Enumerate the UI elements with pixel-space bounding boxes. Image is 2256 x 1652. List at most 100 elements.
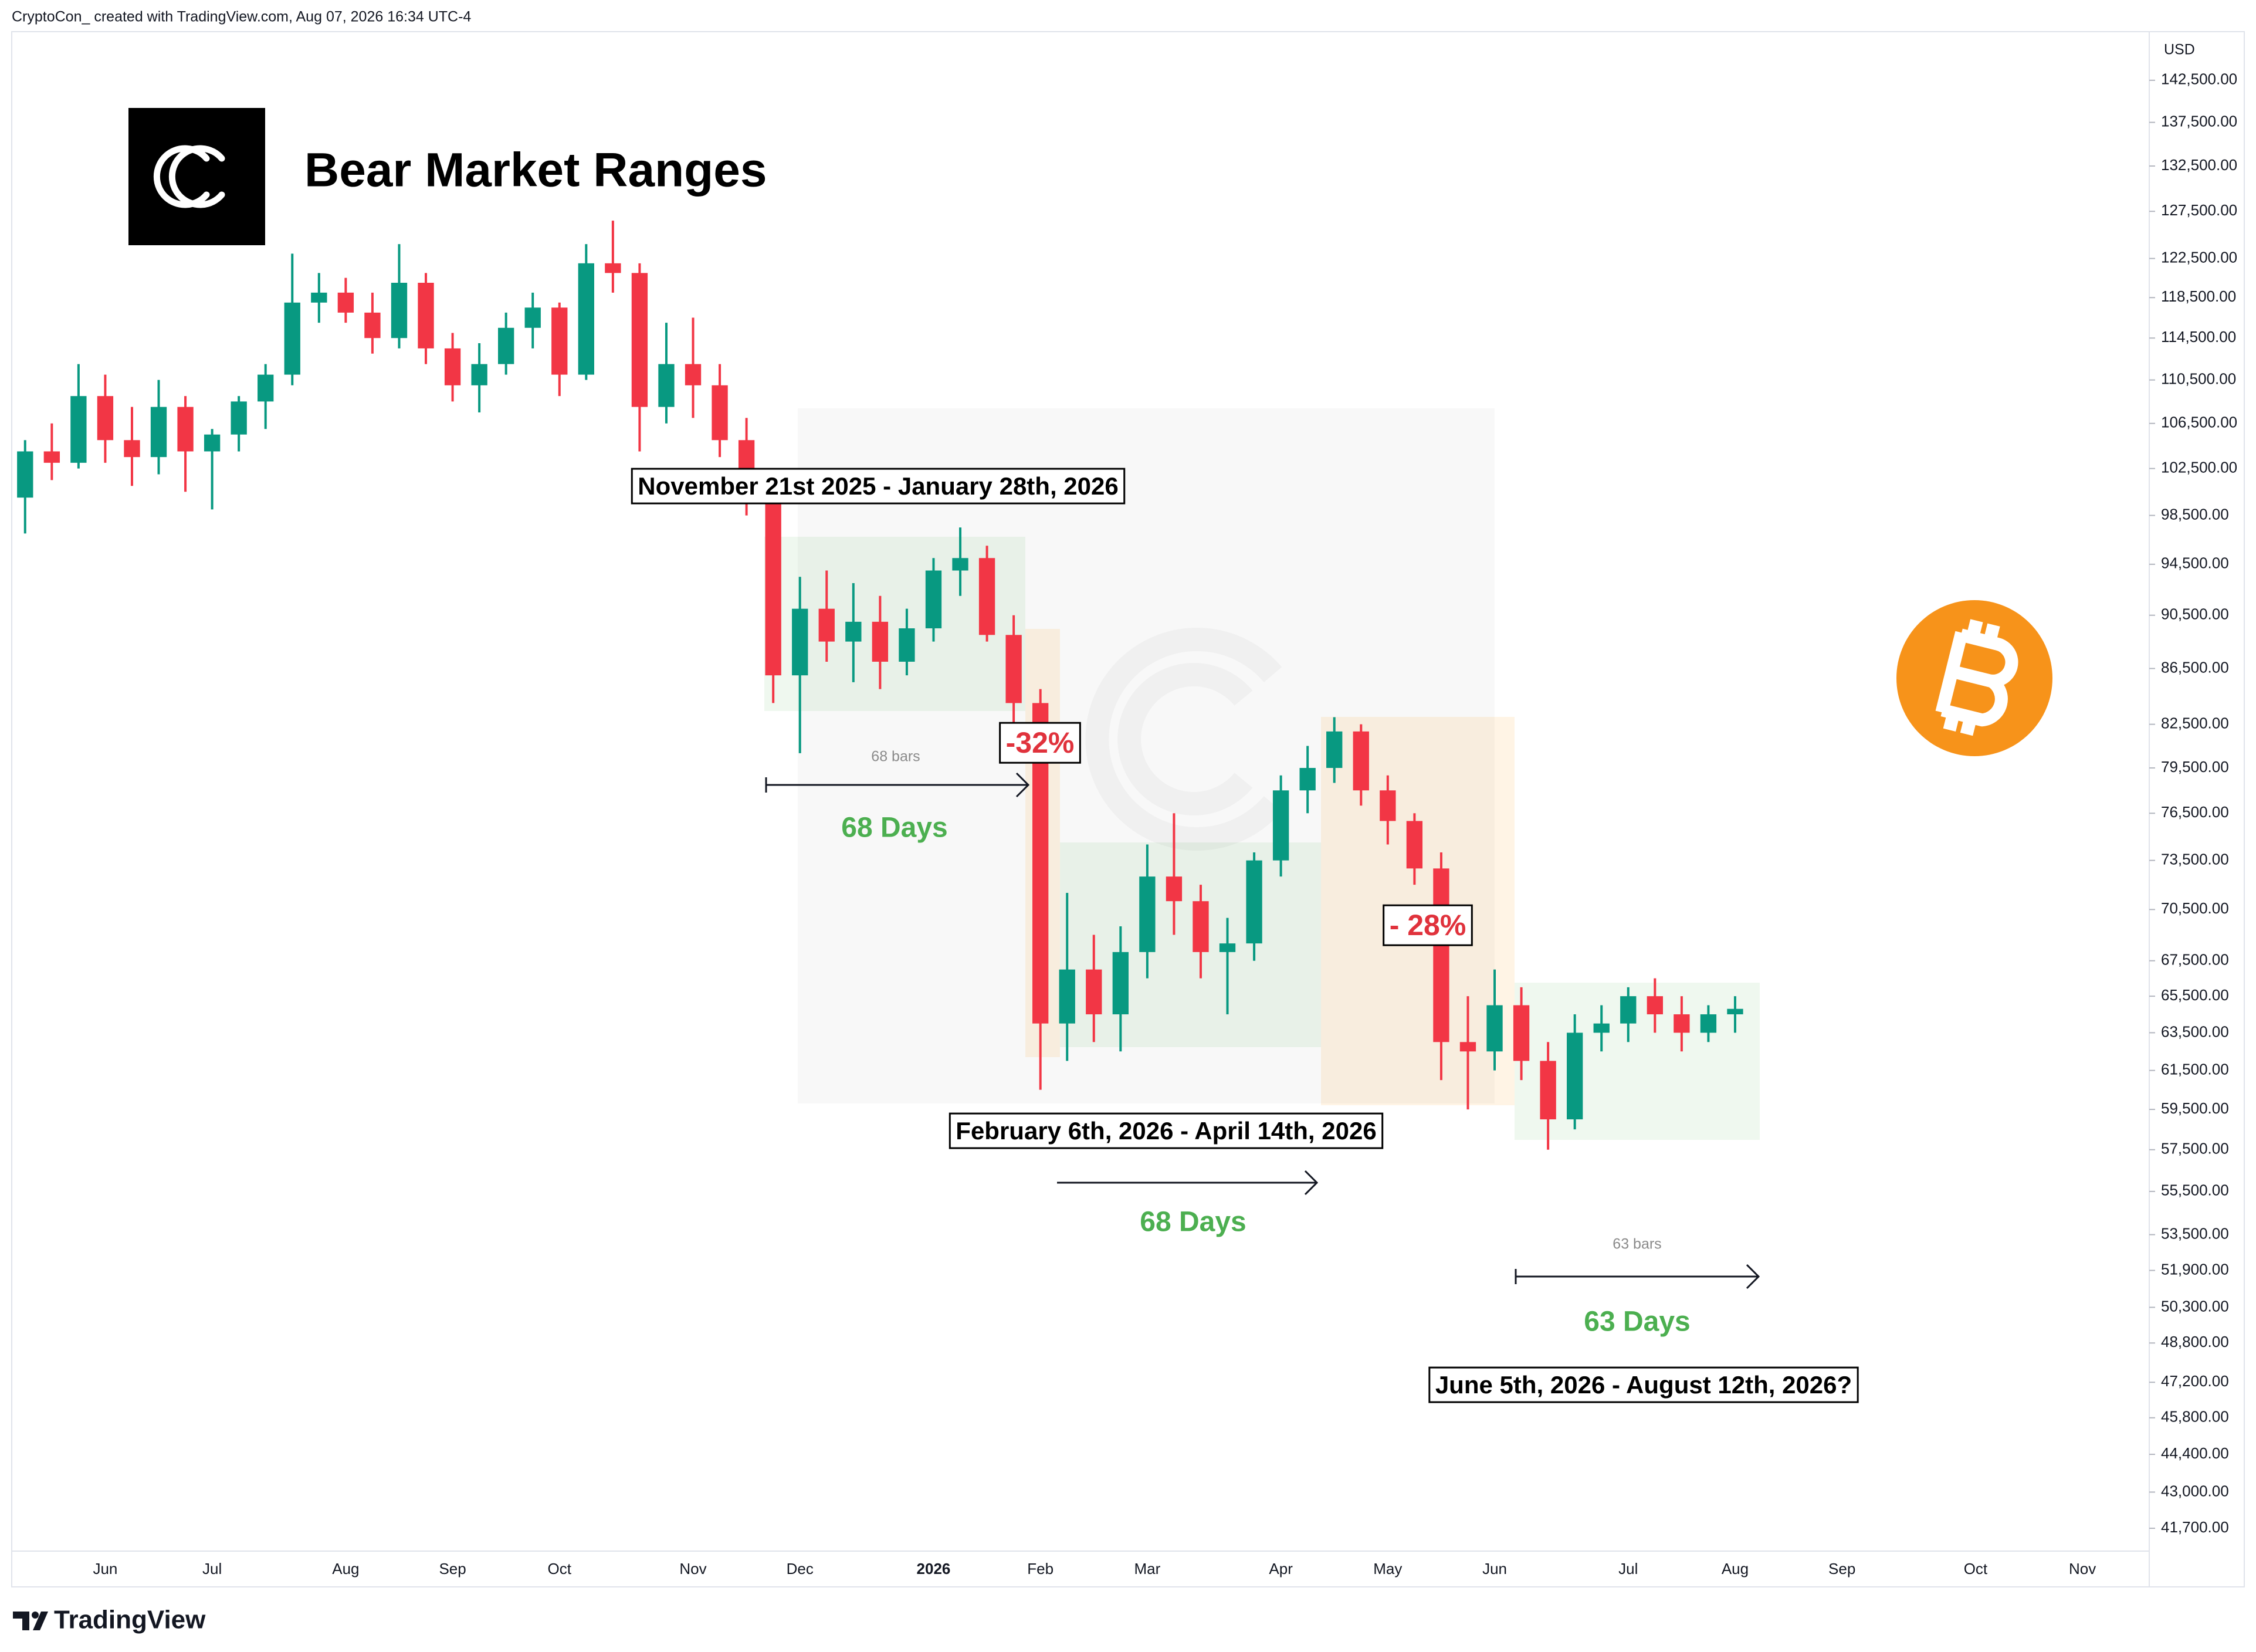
logo-mark xyxy=(153,145,225,208)
candle-body xyxy=(43,451,60,463)
candle-body xyxy=(631,273,648,407)
y-tick-label: 73,500.00 xyxy=(2161,851,2229,868)
candle-body xyxy=(1406,821,1423,869)
y-tick-label: 70,500.00 xyxy=(2161,899,2229,917)
range-arrow xyxy=(765,772,1030,798)
y-tick-label: 79,500.00 xyxy=(2161,758,2229,776)
bars-label: 68 bars xyxy=(871,749,920,765)
candle-body xyxy=(444,348,461,385)
range-label: February 6th, 2026 - April 14th, 2026 xyxy=(956,1117,1376,1145)
candle-body xyxy=(391,283,408,338)
header-text: CryptoCon_ created with TradingView.com,… xyxy=(12,9,471,25)
currency-label: USD xyxy=(2164,42,2195,58)
y-tick-label: 98,500.00 xyxy=(2161,505,2229,523)
candle-body xyxy=(1486,1005,1503,1052)
y-axis: 142,500.00 137,500.00 132,500.00 127,500.00… xyxy=(2149,70,2237,1536)
range-label: November 21st 2025 - January 28th, 2026 xyxy=(638,472,1118,500)
y-tick-label: 48,800.00 xyxy=(2161,1333,2229,1350)
candle-body xyxy=(792,608,808,676)
candle-body xyxy=(978,558,995,635)
candle-body xyxy=(258,374,274,402)
chart-frame xyxy=(11,31,2245,1587)
x-tick-label: Sep xyxy=(439,1560,466,1577)
bitcoin-glyph xyxy=(1935,619,2018,736)
x-tick-label: Oct xyxy=(1964,1560,1988,1577)
candle-body xyxy=(899,628,915,662)
candle-body xyxy=(1727,1008,1743,1015)
candle-body xyxy=(712,385,728,441)
candle-body xyxy=(471,364,487,385)
range-zone xyxy=(1060,842,1321,1047)
bars-label: 63 bars xyxy=(1613,1236,1661,1252)
candle-body xyxy=(150,407,167,458)
days-label: 68 Days xyxy=(841,813,947,844)
candle-body xyxy=(1620,996,1637,1024)
candle-body xyxy=(364,312,381,338)
footer-text: TradingView xyxy=(54,1606,206,1634)
y-tick-label: 41,700.00 xyxy=(2161,1518,2229,1536)
y-tick-label: 51,900.00 xyxy=(2161,1260,2229,1278)
y-tick-label: 65,500.00 xyxy=(2161,986,2229,1004)
candles xyxy=(17,221,1743,1150)
candle-body xyxy=(204,434,221,452)
candle-body xyxy=(1219,943,1236,952)
y-tick-label: 122,500.00 xyxy=(2161,248,2237,266)
candle-body xyxy=(70,396,87,463)
candle-body xyxy=(177,407,194,452)
y-tick-label: 76,500.00 xyxy=(2161,803,2229,821)
candle-body xyxy=(1567,1032,1583,1120)
y-tick-label: 86,500.00 xyxy=(2161,658,2229,676)
candle-body xyxy=(1246,860,1262,944)
candle-body xyxy=(1593,1023,1610,1033)
candle-body xyxy=(551,307,568,375)
candle-body xyxy=(818,608,835,642)
candle-body xyxy=(97,396,114,441)
annotations: November 21st 2025 - January 28th, 2026 … xyxy=(631,468,1859,1403)
candle-body xyxy=(1700,1014,1717,1033)
logo-box xyxy=(128,108,265,245)
candle-body xyxy=(605,263,621,273)
candle-body xyxy=(124,440,140,458)
x-tick-label: Apr xyxy=(1269,1560,1293,1577)
x-tick-label: Jul xyxy=(1618,1560,1638,1577)
footer-icon-dot xyxy=(32,1612,39,1619)
candle-body xyxy=(845,621,862,642)
candle-body xyxy=(1433,868,1449,1042)
y-tick-label: 90,500.00 xyxy=(2161,605,2229,623)
x-tick-label: Jun xyxy=(1482,1560,1507,1577)
x-tick-label: Feb xyxy=(1027,1560,1054,1577)
x-tick-label: Aug xyxy=(1722,1560,1749,1577)
candle-body xyxy=(658,364,675,407)
x-tick-label: Aug xyxy=(332,1560,359,1577)
candle-body xyxy=(418,283,434,348)
candle-body xyxy=(578,263,594,375)
label-box xyxy=(1383,904,1473,946)
candle-body xyxy=(1139,876,1156,952)
candle-body xyxy=(311,292,327,303)
range-label: June 5th, 2026 - August 12th, 2026? xyxy=(1435,1371,1852,1399)
footer-logo: TradingView xyxy=(13,1606,206,1634)
y-tick-label: 127,500.00 xyxy=(2161,201,2237,219)
candle-body xyxy=(1674,1014,1690,1033)
candle-body xyxy=(1326,731,1343,769)
y-tick-label: 132,500.00 xyxy=(2161,156,2237,174)
candle-body xyxy=(1353,731,1369,791)
x-tick-label: Jul xyxy=(202,1560,222,1577)
candle-body xyxy=(524,307,541,328)
y-tick-label: 55,500.00 xyxy=(2161,1182,2229,1199)
x-tick-label: 2026 xyxy=(917,1560,951,1577)
candle-body xyxy=(498,327,514,364)
y-tick-label: 106,500.00 xyxy=(2161,414,2237,431)
candle-body xyxy=(952,558,968,571)
candle-body xyxy=(17,451,33,498)
candle-body xyxy=(925,570,942,629)
y-tick-label: 114,500.00 xyxy=(2161,328,2236,346)
x-tick-label: May xyxy=(1373,1560,1402,1577)
x-tick-label: Nov xyxy=(2069,1560,2096,1577)
days-label: 68 Days xyxy=(1140,1207,1246,1238)
y-tick-label: 118,500.00 xyxy=(2161,287,2236,305)
candle-body xyxy=(872,621,889,662)
candle-body xyxy=(1540,1061,1556,1120)
y-tick-label: 142,500.00 xyxy=(2161,70,2237,88)
